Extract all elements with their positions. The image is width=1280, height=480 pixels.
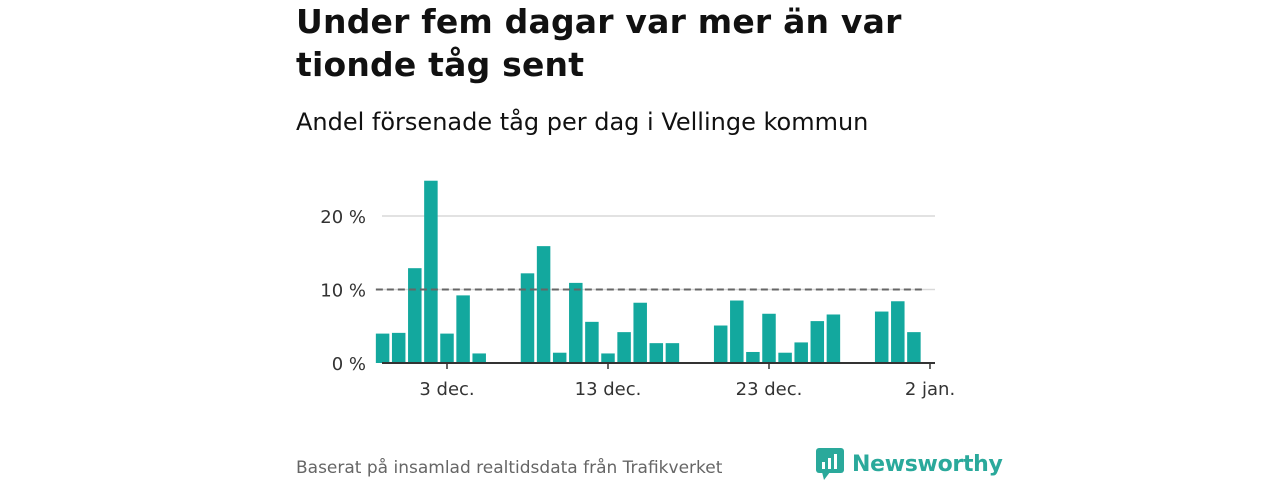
bar: [456, 295, 470, 363]
bar: [649, 343, 664, 363]
brand-name: Newsworthy: [852, 451, 1003, 477]
bar: [617, 332, 631, 363]
bar: [746, 351, 760, 363]
bar: [552, 352, 567, 363]
bar: [536, 246, 551, 363]
bar: [713, 325, 728, 363]
brand-logo: Newsworthy: [816, 448, 1003, 480]
bar: [520, 273, 535, 363]
bar: [585, 321, 599, 363]
chart-subtitle: Andel försenade tåg per dag i Vellinge k…: [296, 108, 869, 136]
bar: [601, 353, 615, 363]
bar: [408, 268, 422, 363]
source-note: Baserat på insamlad realtidsdata från Tr…: [296, 458, 723, 478]
bar: [633, 302, 647, 363]
bar: [778, 352, 792, 363]
bar: [665, 343, 680, 363]
bar: [391, 332, 406, 363]
y-tick-label: 10 %: [320, 281, 366, 302]
header: Under fem dagar var mer än var tionde tå…: [296, 0, 996, 86]
bar: [874, 311, 889, 363]
newsworthy-icon: [816, 448, 844, 480]
x-tick-label: 13 dec.: [575, 379, 642, 400]
bar: [569, 282, 583, 363]
bar: [794, 342, 808, 363]
bar: [891, 301, 905, 363]
x-tick-label: 2 jan.: [905, 379, 955, 400]
bar: [472, 353, 486, 363]
bar: [424, 180, 438, 363]
chart-title: Under fem dagar var mer än var tionde tå…: [296, 2, 902, 84]
bar: [810, 321, 825, 363]
x-tick-label: 3 dec.: [419, 379, 474, 400]
x-tick-label: 23 dec.: [736, 379, 803, 400]
bar: [907, 332, 921, 363]
bar: [730, 300, 744, 363]
y-tick-label: 20 %: [320, 207, 366, 228]
bar: [826, 314, 841, 363]
bar: [440, 333, 454, 363]
bar: [375, 333, 390, 363]
bar: [762, 313, 776, 363]
y-tick-label: 0 %: [332, 354, 366, 375]
